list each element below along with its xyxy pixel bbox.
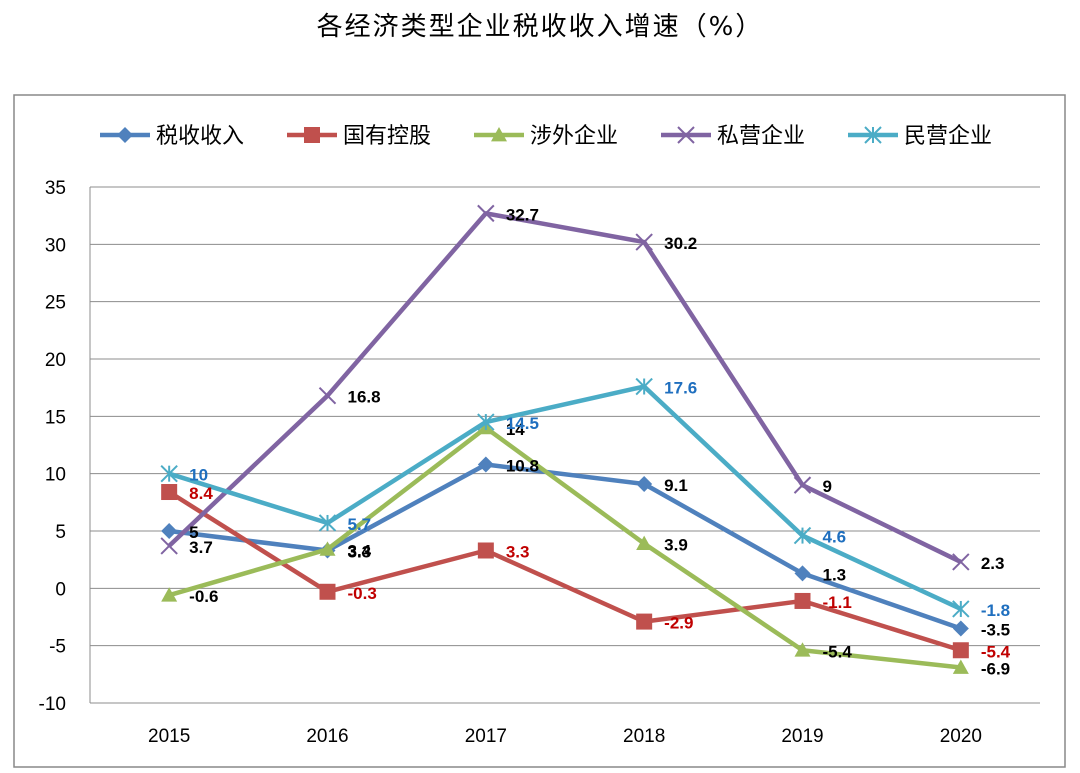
- data-label: 30.2: [664, 234, 697, 253]
- data-label: 14.5: [506, 414, 539, 433]
- series-lines: [160, 204, 970, 674]
- data-label: 14: [506, 420, 525, 439]
- data-point: [952, 600, 970, 618]
- y-tick-label: 20: [45, 350, 66, 371]
- data-point: [864, 126, 882, 144]
- data-label: 3.4: [348, 541, 372, 560]
- y-tick-label: -5: [49, 637, 66, 658]
- x-tick-label: 2016: [306, 726, 348, 747]
- data-label: 10: [189, 466, 208, 485]
- data-label: 5: [189, 523, 198, 542]
- chart-title: 各经济类型企业税收收入增速（%）: [316, 12, 764, 42]
- x-tick-label: 2018: [623, 726, 665, 747]
- data-label: 32.7: [506, 205, 539, 224]
- series-line: [168, 384, 962, 612]
- data-label: 16.8: [348, 388, 381, 407]
- data-label: -2.9: [664, 614, 693, 633]
- data-point: [952, 642, 969, 659]
- data-point: [952, 620, 969, 637]
- data-label: 17.6: [664, 379, 697, 398]
- data-label: -3.5: [981, 620, 1010, 639]
- data-point: [477, 413, 495, 431]
- y-tick-label: 10: [45, 465, 66, 486]
- legend-label: 国有控股: [343, 124, 431, 149]
- data-label: 8.4: [189, 484, 213, 503]
- data-label: 4.6: [823, 528, 847, 547]
- data-point: [319, 541, 336, 556]
- series-line: [168, 462, 962, 631]
- y-tick-label: 0: [55, 579, 66, 600]
- chart-frame: [13, 94, 1066, 768]
- data-point: [677, 126, 695, 144]
- data-label: 10.8: [506, 456, 539, 475]
- data-point: [636, 613, 653, 630]
- y-tick-label: 5: [55, 522, 66, 543]
- y-tick-label: 25: [45, 293, 66, 314]
- data-labels: 5 3.3 10.8 9.1 1.3 -3.5 8.4 -0.3 3.3 -2.9 -1.1 -5.4…: [189, 205, 1011, 678]
- data-point: [952, 553, 970, 571]
- series-line: [167, 490, 962, 653]
- data-label: -5.4: [823, 642, 853, 661]
- data-label: 3.3: [506, 542, 530, 561]
- data-point: [477, 542, 494, 559]
- data-label: -1.1: [823, 593, 852, 612]
- legend-label: 税收收入: [156, 124, 244, 149]
- data-point: [161, 523, 178, 539]
- data-point: [794, 565, 811, 582]
- data-point: [635, 377, 653, 396]
- data-label: 3.9: [664, 536, 688, 555]
- data-point: [636, 535, 653, 551]
- data-point: [160, 464, 178, 483]
- data-point: [160, 537, 178, 555]
- y-axis: -10 -5 0 5 10 15 20 25 30 35: [39, 178, 91, 715]
- data-label: -0.6: [189, 587, 218, 606]
- x-tick-label: 2020: [940, 726, 982, 747]
- data-point: [794, 642, 811, 657]
- data-label: -5.4: [981, 642, 1011, 661]
- data-label: 2.3: [981, 554, 1005, 573]
- legend-label: 民营企业: [904, 124, 992, 149]
- x-tick-label: 2019: [781, 726, 823, 747]
- y-tick-label: 35: [45, 178, 66, 199]
- data-point: [318, 514, 337, 532]
- data-label: 3.7: [189, 538, 213, 557]
- legend: 税收收入 国有控股 涉外企业 私营企业 民营企业: [100, 124, 992, 149]
- x-tick-label: 2015: [148, 726, 190, 747]
- data-label: 9: [823, 477, 832, 496]
- data-label: -6.9: [981, 659, 1010, 678]
- data-point: [477, 456, 494, 473]
- y-tick-label: 15: [45, 407, 66, 428]
- data-label: 9.1: [664, 476, 688, 495]
- data-point: [491, 127, 507, 142]
- series-line: [167, 211, 962, 564]
- data-point: [319, 583, 336, 600]
- data-point: [304, 127, 320, 143]
- series-line: [168, 425, 962, 670]
- data-label: 3.3: [348, 542, 372, 561]
- data-point: [793, 526, 812, 545]
- y-tick-label: 30: [45, 235, 66, 256]
- x-tick-label: 2017: [465, 726, 507, 747]
- data-point: [635, 233, 653, 251]
- data-label: -1.8: [981, 601, 1010, 620]
- data-point: [636, 475, 653, 492]
- data-label: -0.3: [348, 584, 377, 603]
- data-point: [318, 386, 337, 405]
- data-point: [161, 587, 178, 602]
- legend-label: 私营企业: [717, 124, 805, 149]
- gridlines: [90, 186, 1040, 704]
- x-axis: 2015 2016 2017 2018 2019 2020: [148, 726, 982, 747]
- data-point: [161, 484, 178, 501]
- data-label: 1.3: [823, 565, 847, 584]
- data-point: [793, 476, 812, 494]
- legend-label: 涉外企业: [530, 124, 618, 149]
- data-point: [477, 204, 495, 223]
- y-tick-label: -10: [39, 694, 66, 715]
- data-point: [794, 592, 811, 609]
- data-point: [952, 659, 969, 674]
- data-label: 5.7: [348, 515, 372, 534]
- data-point: [117, 127, 133, 143]
